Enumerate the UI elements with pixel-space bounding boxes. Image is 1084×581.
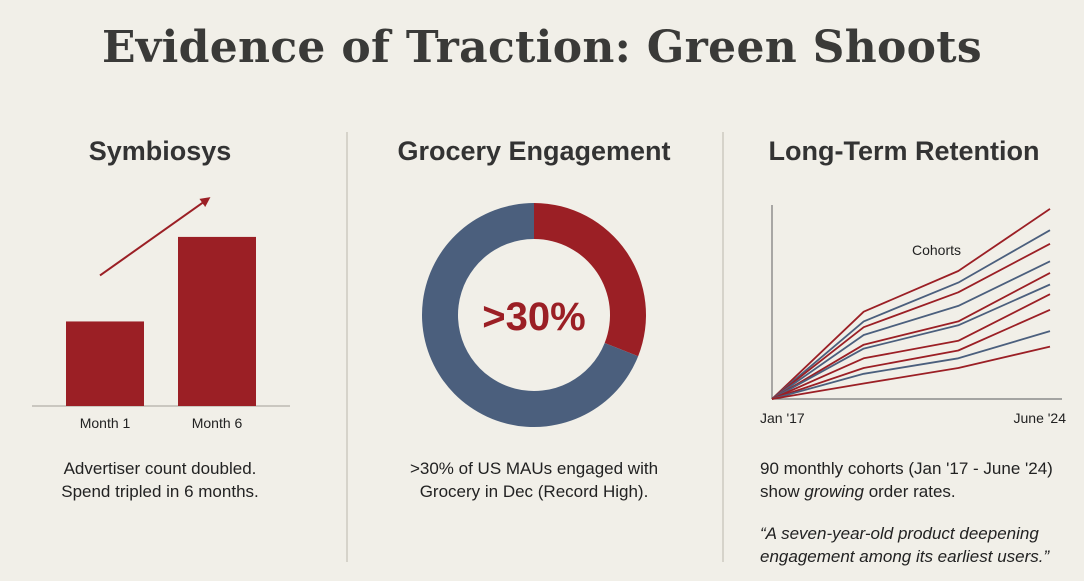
retention-title: Long-Term Retention [768, 136, 1040, 166]
retention-caption-line2: show growing order rates. [760, 480, 1080, 503]
retention-caption-line1: 90 monthly cohorts (Jan '17 - June '24) [760, 459, 1053, 478]
retention-quote-line2: engagement among its earliest users.” [760, 547, 1050, 566]
symbiosys-bar-chart: Month 1 Month 6 [32, 197, 290, 431]
retention-caption-pre: show [760, 482, 805, 501]
symbiosys-caption-line2: Spend tripled in 6 months. [61, 482, 259, 501]
series-line-cohort-9 [771, 330, 1051, 400]
x-tick-label-end: June '24 [1014, 410, 1067, 426]
symbiosys-caption: Advertiser count doubled. Spend tripled … [0, 457, 320, 503]
series-line-cohort-5 [771, 272, 1051, 400]
retention-caption-post: order rates. [863, 482, 956, 501]
retention-quote-line1: “A seven-year-old product deepening [760, 524, 1039, 543]
column-divider-right [722, 132, 724, 562]
series-line-cohort-3 [771, 243, 1051, 400]
symbiosys-title: Symbiosys [88, 136, 232, 166]
column-divider-left [346, 132, 348, 562]
donut-slice-grocery [534, 203, 646, 357]
series-line-cohort-8 [771, 308, 1051, 400]
grocery-caption-line2: Grocery in Dec (Record High). [419, 482, 649, 501]
donut-center-label: >30% [482, 295, 585, 339]
retention-quote: “A seven-year-old product deepening enga… [760, 522, 1080, 568]
retention-caption-emphasis: growing [804, 482, 864, 501]
grocery-caption-line1: >30% of US MAUs engaged with [409, 459, 659, 478]
x-tick-label-start: Jan '17 [760, 410, 805, 426]
bar-month-1 [66, 321, 144, 406]
series-line-cohort-6 [771, 283, 1051, 400]
series-line-cohort-1 [771, 208, 1051, 400]
donut-slice-other [422, 203, 639, 427]
series-line-cohort-4 [771, 260, 1051, 400]
cohorts-annotation: Cohorts [912, 242, 961, 258]
retention-caption: 90 monthly cohorts (Jan '17 - June '24) … [760, 457, 1080, 503]
series-line-cohort-10 [771, 345, 1051, 400]
x-tick-label: Month 6 [192, 415, 243, 431]
series-line-cohort-7 [771, 293, 1051, 400]
trend-arrow-icon [99, 197, 211, 277]
series-line-cohort-2 [771, 229, 1051, 400]
page-title: Evidence of Traction: Green Shoots [101, 22, 983, 73]
grocery-caption: >30% of US MAUs engaged with Grocery in … [346, 457, 722, 503]
bar-month-6 [178, 236, 256, 406]
grocery-donut-chart: >30% [422, 203, 646, 427]
grocery-title: Grocery Engagement [397, 136, 671, 166]
retention-line-chart: Cohorts Jan '17 June '24 [760, 205, 1067, 426]
x-tick-label: Month 1 [80, 415, 131, 431]
symbiosys-caption-line1: Advertiser count doubled. [63, 459, 257, 478]
